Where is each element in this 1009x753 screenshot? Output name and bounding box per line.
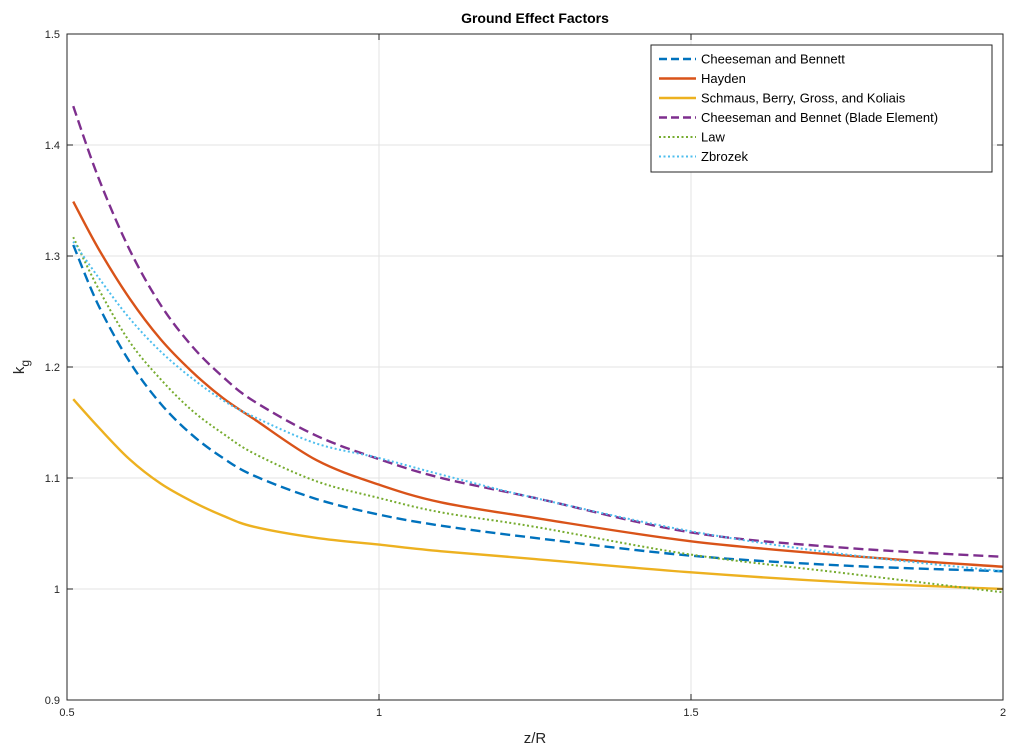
legend-label: Zbrozek [701,149,748,164]
y-tick-label: 1.3 [45,251,60,263]
y-axis-label-base: k [11,366,28,374]
legend-box [650,44,993,173]
y-tick-label: 1 [54,584,60,596]
x-tick-label: 0.5 [59,707,74,719]
x-tick-label: 2 [1000,707,1006,719]
legend-label: Cheeseman and Bennett [701,52,845,67]
legend-label: Cheeseman and Bennet (Blade Element) [701,110,938,125]
series-line-1 [72,244,1004,573]
axis-ticks: 0.5 1 1.5 2 0.9 1 1.1 1.2 1.3 1.4 1.5 [45,29,1006,719]
y-tick-label: 1.5 [45,29,60,41]
x-tick-label: 1.5 [683,707,698,719]
y-tick-label: 1.2 [45,362,60,374]
y-tick-label: 1.1 [45,473,60,485]
legend-label: Schmaus, Berry, Gross, and Koliais [701,91,906,106]
x-tick-label: 1 [376,707,382,719]
chart-title: Ground Effect Factors [461,10,609,26]
y-tick-label: 1.4 [45,140,60,152]
legend-label: Hayden [701,71,746,86]
legend-label: Law [701,130,725,145]
y-tick-label: 0.9 [45,695,60,707]
legend: Cheeseman and Bennett Hayden Schmaus, Berr… [650,44,993,173]
y-axis-label: kg [11,360,32,374]
series-line-2 [72,201,1004,568]
series-line-6 [72,240,1004,573]
x-axis-label: z/R [524,730,547,747]
series-lines [72,105,1004,594]
y-axis-label-subscript: g [18,360,32,367]
series-line-5 [72,236,1004,594]
series-line-3 [72,398,1004,591]
